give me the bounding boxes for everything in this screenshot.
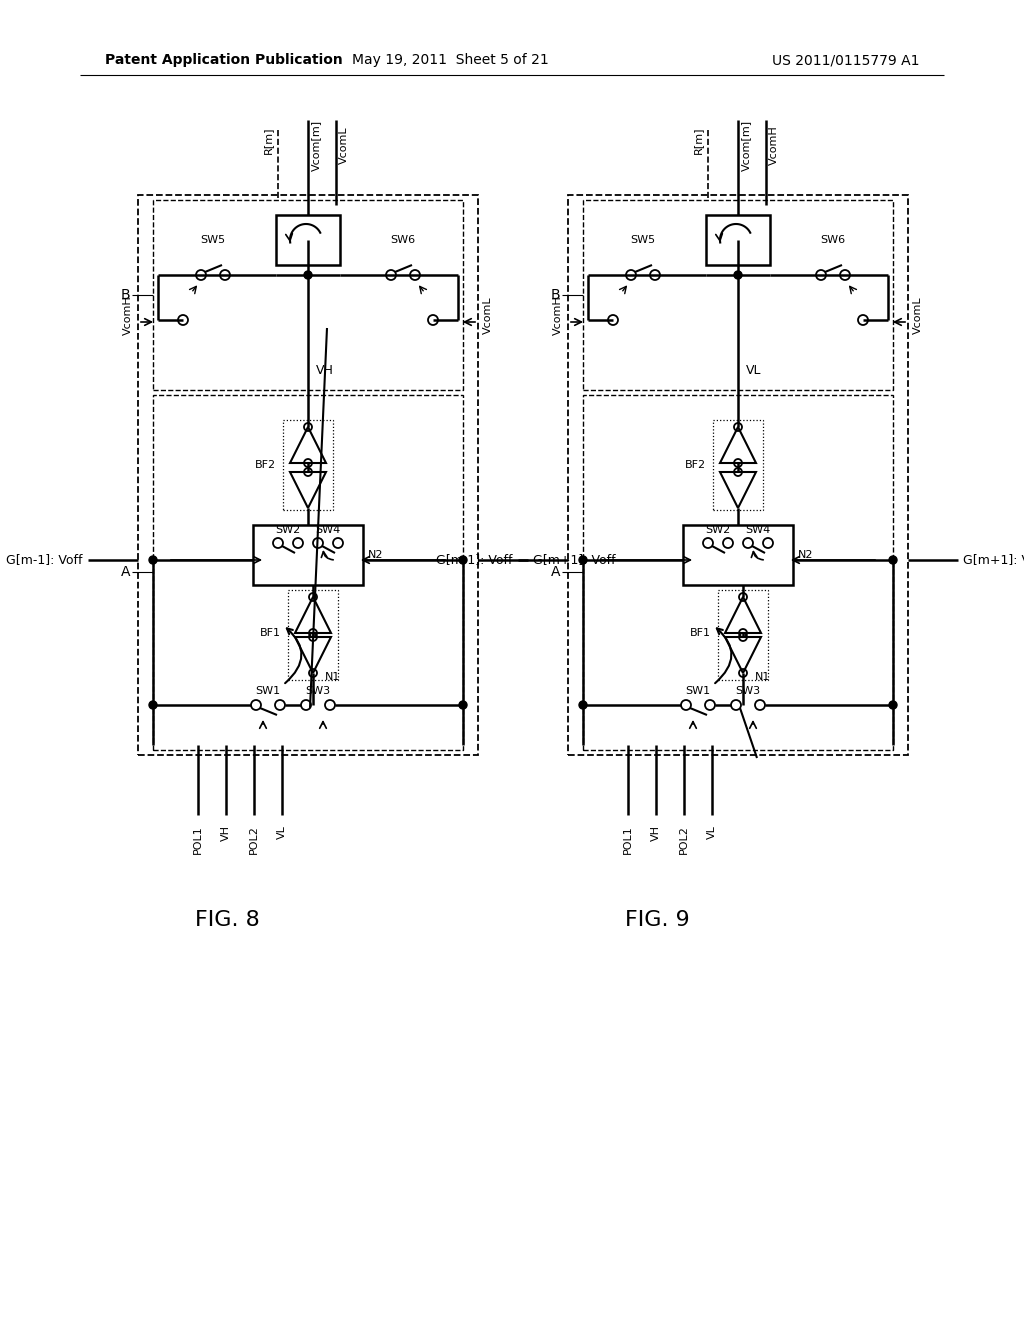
Circle shape <box>304 271 312 279</box>
Text: N1: N1 <box>325 672 340 682</box>
Text: N2: N2 <box>798 550 813 560</box>
Text: US 2011/0115779 A1: US 2011/0115779 A1 <box>771 53 919 67</box>
Text: VH: VH <box>316 363 334 376</box>
Text: VcomL: VcomL <box>913 296 923 334</box>
Bar <box>288 590 338 680</box>
Text: SW1: SW1 <box>685 686 711 696</box>
Bar <box>568 195 908 755</box>
Text: A: A <box>551 565 560 579</box>
Text: BF2: BF2 <box>255 459 276 470</box>
Text: VcomH: VcomH <box>769 125 779 165</box>
Text: SW3: SW3 <box>735 686 761 696</box>
Bar <box>138 195 478 755</box>
Bar <box>713 420 763 510</box>
Text: VL: VL <box>707 825 717 840</box>
Text: SW3: SW3 <box>305 686 331 696</box>
Circle shape <box>150 556 157 564</box>
Circle shape <box>889 556 897 564</box>
Text: G[m-1]: Voff: G[m-1]: Voff <box>436 553 513 566</box>
Text: SW4: SW4 <box>745 525 771 535</box>
Text: POL2: POL2 <box>249 825 259 854</box>
Bar <box>583 395 893 750</box>
Text: SW4: SW4 <box>315 525 341 535</box>
Bar <box>153 395 463 750</box>
Text: SW2: SW2 <box>275 525 301 535</box>
Text: VL: VL <box>278 825 287 840</box>
Text: N2: N2 <box>368 550 384 560</box>
Circle shape <box>579 556 587 564</box>
Text: Patent Application Publication: Patent Application Publication <box>105 53 343 67</box>
Text: Vcom[m]: Vcom[m] <box>741 119 751 170</box>
Bar <box>706 215 770 265</box>
Text: VH: VH <box>651 825 662 841</box>
Text: B: B <box>121 288 130 302</box>
Circle shape <box>459 556 467 564</box>
Bar <box>583 201 893 389</box>
Text: SW5: SW5 <box>201 235 225 246</box>
Circle shape <box>459 701 467 709</box>
Bar <box>153 201 463 389</box>
Text: G[m-1]: Voff: G[m-1]: Voff <box>6 553 83 566</box>
Text: B: B <box>550 288 560 302</box>
Text: VcomL: VcomL <box>483 296 493 334</box>
Circle shape <box>734 271 742 279</box>
Bar <box>276 215 340 265</box>
Text: SW2: SW2 <box>706 525 731 535</box>
Text: VcomL: VcomL <box>339 127 349 164</box>
Text: G[m+1]: Von: G[m+1]: Von <box>963 553 1024 566</box>
Text: POL1: POL1 <box>193 825 203 854</box>
Text: SW6: SW6 <box>820 235 846 246</box>
Bar <box>283 420 333 510</box>
Text: BF1: BF1 <box>260 628 281 638</box>
Bar <box>683 525 793 585</box>
Circle shape <box>579 701 587 709</box>
Text: VL: VL <box>746 363 762 376</box>
Text: BF1: BF1 <box>690 628 711 638</box>
Text: POL2: POL2 <box>679 825 689 854</box>
Text: SW6: SW6 <box>390 235 416 246</box>
Bar <box>253 525 362 585</box>
Text: FIG. 9: FIG. 9 <box>625 909 690 931</box>
Text: N1: N1 <box>755 672 770 682</box>
Text: POL1: POL1 <box>623 825 633 854</box>
Text: FIG. 8: FIG. 8 <box>195 909 260 931</box>
Text: R[m]: R[m] <box>693 127 703 153</box>
Text: VcomH: VcomH <box>123 296 133 335</box>
Text: VcomH: VcomH <box>553 296 563 335</box>
Text: BF2: BF2 <box>685 459 706 470</box>
Text: A: A <box>121 565 130 579</box>
Text: SW1: SW1 <box>255 686 281 696</box>
Text: VH: VH <box>221 825 231 841</box>
Text: Vcom[m]: Vcom[m] <box>311 119 321 170</box>
Circle shape <box>150 701 157 709</box>
Circle shape <box>889 701 897 709</box>
Text: May 19, 2011  Sheet 5 of 21: May 19, 2011 Sheet 5 of 21 <box>351 53 549 67</box>
Bar <box>718 590 768 680</box>
Text: SW5: SW5 <box>631 235 655 246</box>
Text: G[m+1]: Voff: G[m+1]: Voff <box>534 553 615 566</box>
Text: R[m]: R[m] <box>263 127 273 153</box>
